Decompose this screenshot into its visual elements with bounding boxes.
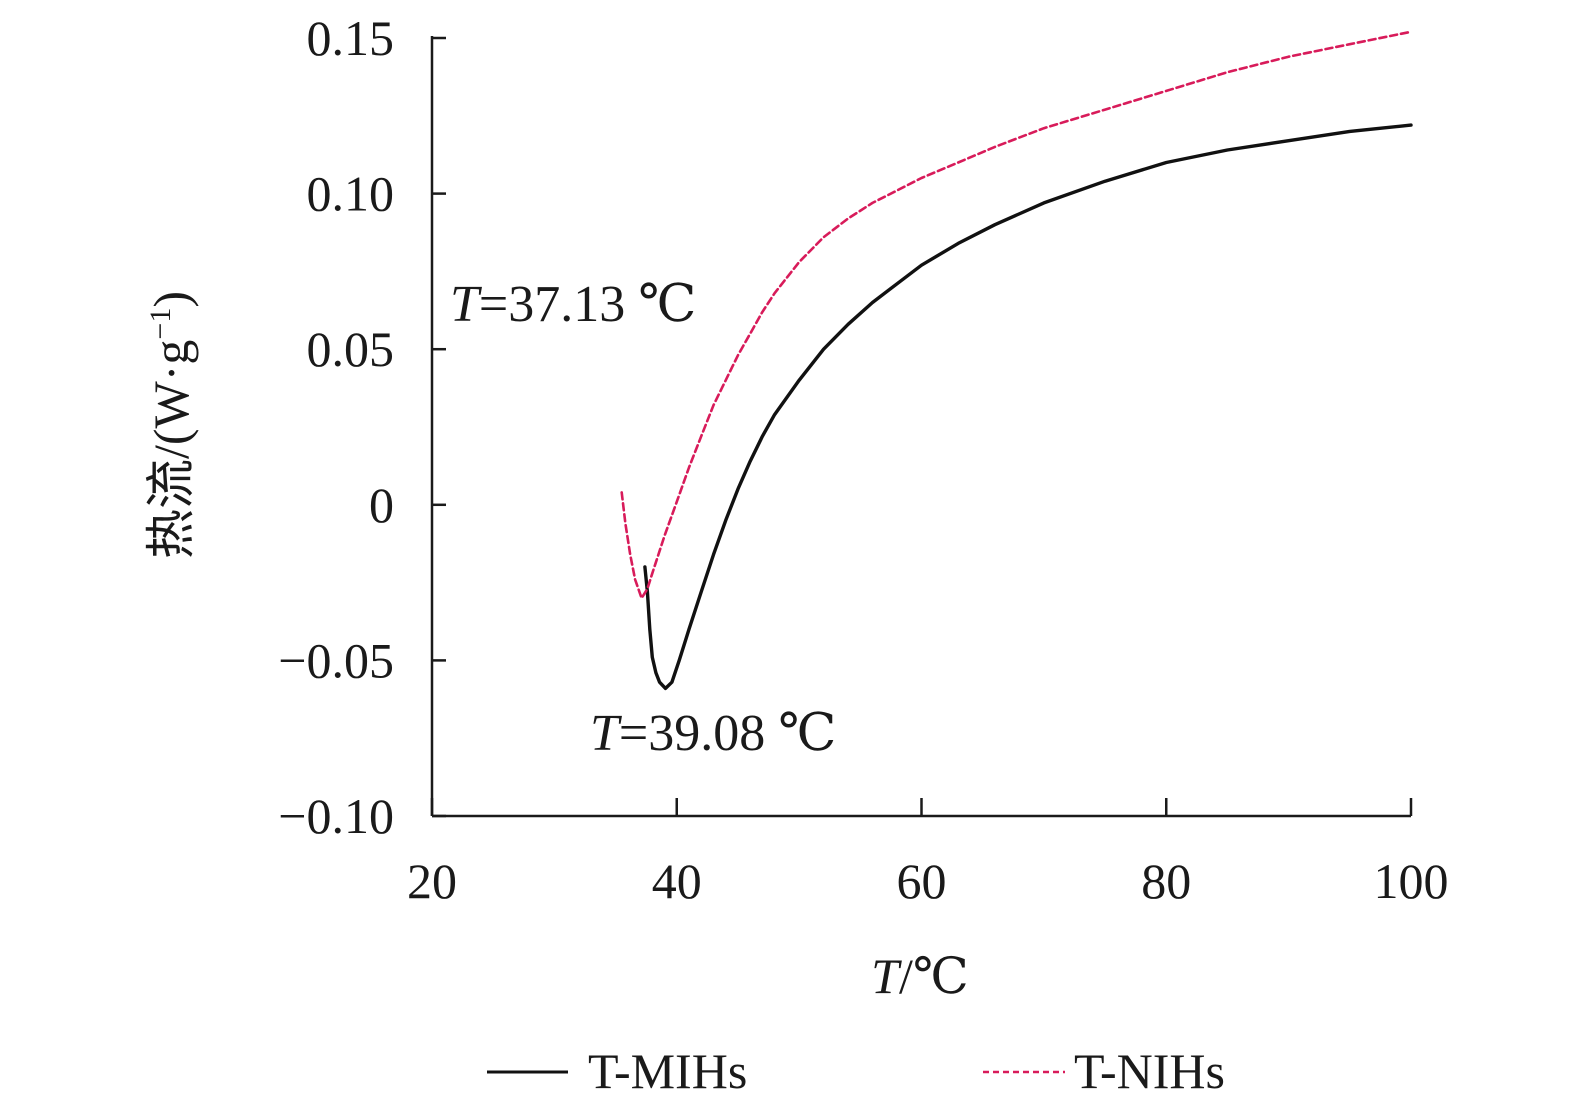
y-tick-label: 0.15 [307,10,395,66]
annotation-t-mihs-italic: T [590,705,622,762]
y-tick-label: −0.05 [278,632,394,688]
x-axis-title-symbol: T [871,948,902,1004]
x-axis-title-unit: /℃ [899,948,969,1004]
series-line-t-mihs [643,123,1413,691]
y-axis-title-text: 热流/(W·g [143,340,199,559]
y-axis-title-close: ) [143,291,199,308]
legend-label-t-nihs: T-NIHs [1074,1043,1225,1099]
y-axis-title-sup: −1 [144,308,177,340]
annotation-t-nihs-peak: T=37.13 ℃ [450,276,696,333]
x-tick-label: 80 [1141,853,1191,909]
annotation-t-nihs-value: =37.13 ℃ [479,276,697,333]
annotation-t-mihs-value: =39.08 ℃ [619,705,837,762]
annotation-t-mihs-peak: T=39.08 ℃ [590,705,836,762]
y-tick-label: 0.05 [307,321,395,377]
ticks: −0.10 −0.05 0 0.05 0.10 0.15 20 40 60 80 100 [278,10,1448,909]
x-tick-label: 60 [897,853,947,909]
annotation-t-nihs-italic: T [450,276,482,333]
x-axis-title: T/℃ [871,948,969,1004]
x-tick-label: 100 [1374,853,1449,909]
legend: T-MIHs T-NIHs [487,1043,1225,1099]
x-tick-label: 40 [652,853,702,909]
legend-label-t-mihs: T-MIHs [588,1043,747,1099]
series-line-t-nihs [620,30,1413,600]
series [620,30,1413,691]
y-tick-label: 0.10 [307,166,395,222]
axes [430,36,1411,818]
x-tick-label: 20 [407,853,457,909]
y-tick-label: 0 [369,477,394,533]
y-tick-label: −0.10 [278,788,394,844]
y-axis-title: 热流/(W·g−1) [143,291,199,559]
